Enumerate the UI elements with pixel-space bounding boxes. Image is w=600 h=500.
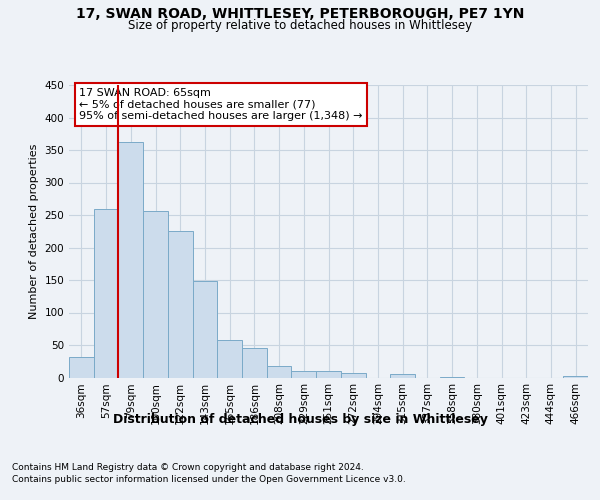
Bar: [563, 376, 588, 378]
Text: 17, SWAN ROAD, WHITTLESEY, PETERBOROUGH, PE7 1YN: 17, SWAN ROAD, WHITTLESEY, PETERBOROUGH,…: [76, 8, 524, 22]
Bar: [440, 377, 464, 378]
Bar: [242, 348, 267, 378]
Bar: [292, 371, 316, 378]
Bar: [143, 211, 168, 378]
Text: Contains HM Land Registry data © Crown copyright and database right 2024.: Contains HM Land Registry data © Crown c…: [12, 462, 364, 471]
Bar: [168, 231, 193, 378]
Bar: [341, 373, 365, 378]
Bar: [69, 356, 94, 378]
Text: 17 SWAN ROAD: 65sqm
← 5% of detached houses are smaller (77)
95% of semi-detache: 17 SWAN ROAD: 65sqm ← 5% of detached hou…: [79, 88, 363, 121]
Y-axis label: Number of detached properties: Number of detached properties: [29, 144, 39, 319]
Text: Size of property relative to detached houses in Whittlesey: Size of property relative to detached ho…: [128, 18, 472, 32]
Bar: [94, 208, 118, 378]
Bar: [267, 366, 292, 378]
Bar: [118, 142, 143, 378]
Bar: [390, 374, 415, 378]
Text: Distribution of detached houses by size in Whittlesey: Distribution of detached houses by size …: [113, 412, 487, 426]
Text: Contains public sector information licensed under the Open Government Licence v3: Contains public sector information licen…: [12, 475, 406, 484]
Bar: [316, 371, 341, 378]
Bar: [217, 340, 242, 378]
Bar: [193, 282, 217, 378]
